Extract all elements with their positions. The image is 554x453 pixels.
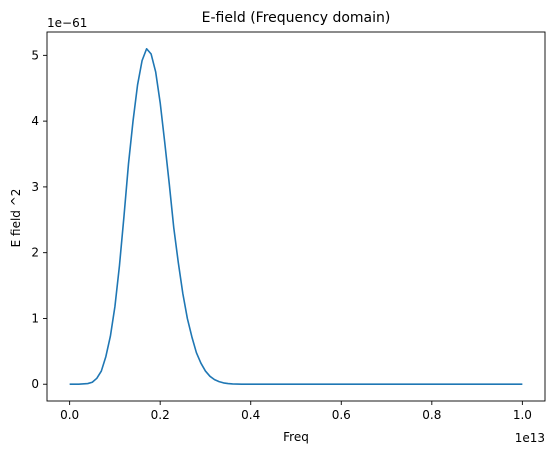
y-tick-label-5: 5	[31, 48, 39, 62]
y-tick-label-1: 1	[31, 311, 39, 325]
x-axis-label: Freq	[283, 430, 309, 444]
y-tick-label-3: 3	[31, 180, 39, 194]
x-tick-label-3: 0.6	[332, 408, 351, 422]
chart-title: E-field (Frequency domain)	[202, 10, 391, 26]
x-tick-label-4: 0.8	[422, 408, 441, 422]
y-tick-label-2: 2	[31, 246, 39, 260]
x-tick-label-5: 1.0	[513, 408, 532, 422]
x-tick-label-0: 0.0	[60, 408, 79, 422]
x-offset-label: 1e13	[515, 431, 545, 445]
y-offset-label: 1e−61	[47, 16, 87, 30]
plot-frame	[46, 31, 546, 402]
x-tick-label-1: 0.2	[151, 408, 170, 422]
series-line-0	[69, 47, 523, 386]
y-axis-label: E field ^2	[9, 189, 23, 248]
y-tick-label-4: 4	[31, 114, 39, 128]
plot-area: 0.0 0.2 0.4 0.6 0.8 1.0 0 1 2 3 4 5	[31, 31, 546, 422]
x-tick-label-2: 0.4	[241, 408, 260, 422]
y-tick-label-0: 0	[31, 377, 39, 391]
